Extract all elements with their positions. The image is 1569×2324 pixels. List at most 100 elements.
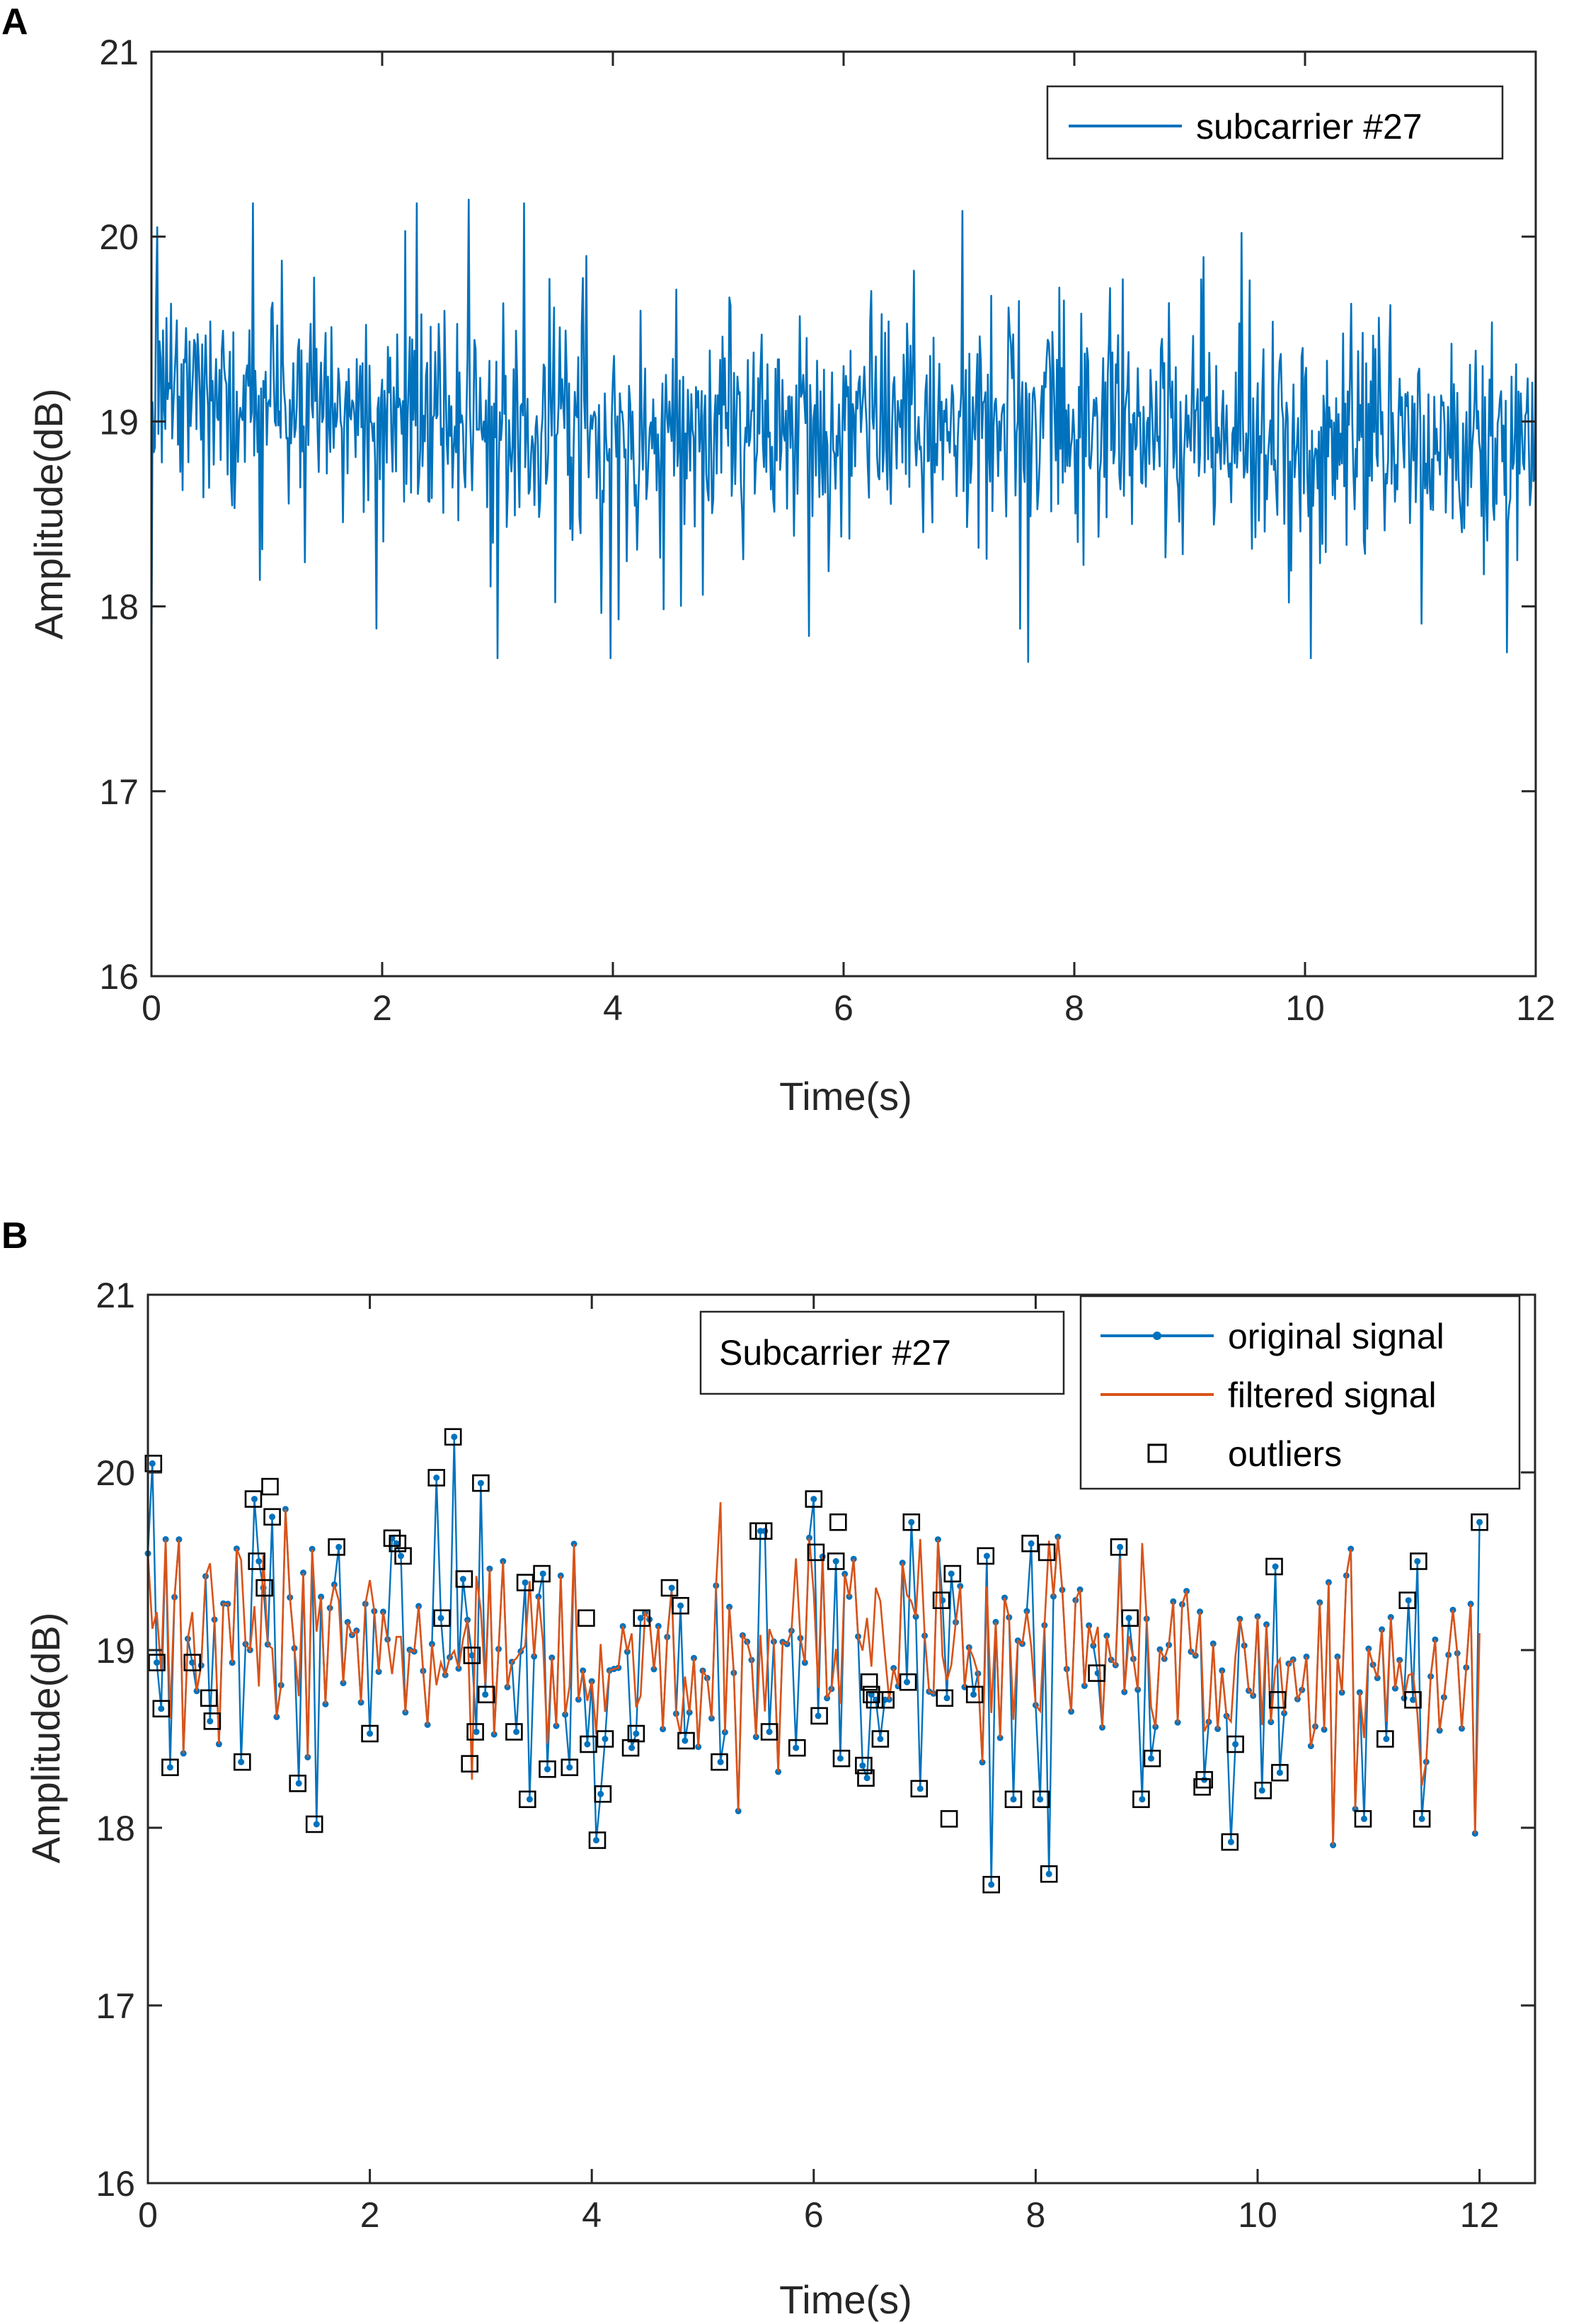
b-xtick-label: 4 [582, 2195, 602, 2235]
legend-outliers-marker [1147, 1443, 1167, 1463]
panel-a-plot-area [150, 50, 1537, 978]
a-xtick-label: 10 [1285, 988, 1325, 1028]
original-signal-point [433, 1475, 440, 1481]
outlier-marker [588, 1831, 607, 1849]
outlier-marker [711, 1753, 728, 1771]
original-signal-point [970, 1691, 977, 1698]
original-signal-point [593, 1837, 599, 1844]
original-signal-point [837, 1755, 844, 1762]
original-signal-point [149, 1460, 156, 1467]
outlier-marker [1038, 1543, 1056, 1562]
outlier-marker [444, 1428, 462, 1446]
original-signal-point [522, 1579, 529, 1586]
legend-original-label: original signal [1228, 1317, 1444, 1356]
outlier-marker [1021, 1535, 1039, 1552]
original-signal-point [1232, 1741, 1239, 1748]
original-signal-point [584, 1741, 591, 1748]
outlier-marker [832, 1749, 851, 1768]
outlier-marker [902, 1513, 921, 1531]
original-signal-point [473, 1729, 480, 1735]
a-xtick-label: 6 [834, 988, 854, 1028]
original-signal-point [877, 1736, 884, 1742]
b-xtick-label: 0 [138, 2195, 158, 2235]
outlier-marker [394, 1547, 412, 1565]
original-signal-point [988, 1881, 995, 1888]
outlier-marker [827, 1552, 845, 1570]
legend-filtered-label: filtered signal [1228, 1375, 1437, 1415]
outlier-marker [152, 1700, 171, 1718]
panel-a: A 0 2 4 6 8 10 12 16 17 18 19 20 21 Time… [1, 1, 1556, 1118]
outlier-marker [183, 1654, 202, 1671]
panel-a-legend-box [1046, 85, 1504, 160]
original-signal-point [566, 1764, 573, 1771]
filtered-signal-line [146, 1502, 1481, 1845]
outlier-marker [1265, 1557, 1283, 1576]
panel-a-axes-box [150, 50, 1537, 978]
outlier-marker [943, 1564, 962, 1583]
panel-b-x-tick-labels: 0 2 4 6 8 10 12 [138, 2195, 1499, 2235]
original-signal-point [637, 1615, 644, 1622]
outlier-marker [533, 1564, 551, 1583]
b-ytick-label: 18 [96, 1809, 135, 1848]
panel-b-filtered-series [146, 1502, 1481, 1845]
outlier-marker [910, 1780, 929, 1798]
outlier-marker [161, 1758, 179, 1776]
outlier-marker [1132, 1790, 1150, 1809]
original-signal-point [633, 1730, 640, 1737]
original-signal-point [597, 1790, 604, 1797]
original-signal-point [437, 1615, 444, 1622]
outlier-marker [1410, 1552, 1427, 1570]
original-signal-point [1117, 1543, 1124, 1550]
a-xtick-label: 4 [603, 988, 623, 1028]
outlier-marker [516, 1574, 534, 1591]
original-signal-point [1037, 1796, 1044, 1803]
original-signal-point [1272, 1563, 1279, 1570]
outlier-marker [328, 1538, 345, 1556]
outlier-marker [1121, 1609, 1139, 1627]
outlier-marker [577, 1609, 595, 1627]
b-xtick-label: 12 [1460, 2195, 1500, 2235]
original-signal-point [526, 1796, 533, 1803]
original-signal-point [367, 1730, 374, 1737]
original-signal-point [1010, 1796, 1017, 1803]
original-signal-point [761, 1528, 769, 1535]
legend-original-marker [1153, 1332, 1161, 1340]
outlier-marker [1377, 1730, 1394, 1748]
outlier-marker [594, 1785, 612, 1803]
original-signal-point [1276, 1769, 1283, 1776]
panel-a-x-axis-label: Time(s) [779, 1074, 912, 1118]
original-signal-point [451, 1433, 458, 1441]
outlier-marker [788, 1739, 806, 1757]
a-ytick-label: 18 [99, 588, 139, 627]
b-ytick-label: 17 [96, 1986, 135, 2026]
outlier-marker [203, 1712, 222, 1730]
outlier-marker [233, 1753, 251, 1771]
outlier-marker [1032, 1790, 1050, 1809]
original-signal-point [158, 1705, 165, 1712]
outlier-marker [860, 1673, 878, 1691]
original-signal-point [1028, 1540, 1035, 1547]
outlier-marker [877, 1691, 895, 1709]
outlier-marker [1471, 1513, 1488, 1531]
b-xtick-label: 6 [804, 2195, 824, 2235]
original-signal-point [1383, 1736, 1390, 1742]
outlier-marker [1110, 1538, 1128, 1556]
outlier-marker [305, 1815, 323, 1833]
outlier-marker [899, 1673, 917, 1691]
original-signal-point [398, 1552, 404, 1559]
b-xtick-label: 2 [360, 2195, 380, 2235]
outlier-marker [455, 1570, 473, 1588]
original-signal-point [916, 1785, 924, 1792]
outlier-marker [932, 1591, 950, 1609]
b-ytick-label: 20 [96, 1453, 135, 1493]
original-signal-point [859, 1762, 866, 1769]
original-signal-point [1418, 1815, 1425, 1822]
outlier-marker [936, 1689, 954, 1707]
original-signal-point [832, 1558, 839, 1564]
outlier-marker [1143, 1749, 1161, 1768]
original-signal-point [815, 1712, 822, 1719]
outlier-marker [627, 1724, 645, 1743]
outlier-marker [677, 1731, 695, 1750]
original-signal-point [238, 1758, 245, 1765]
outlier-marker [477, 1685, 495, 1704]
